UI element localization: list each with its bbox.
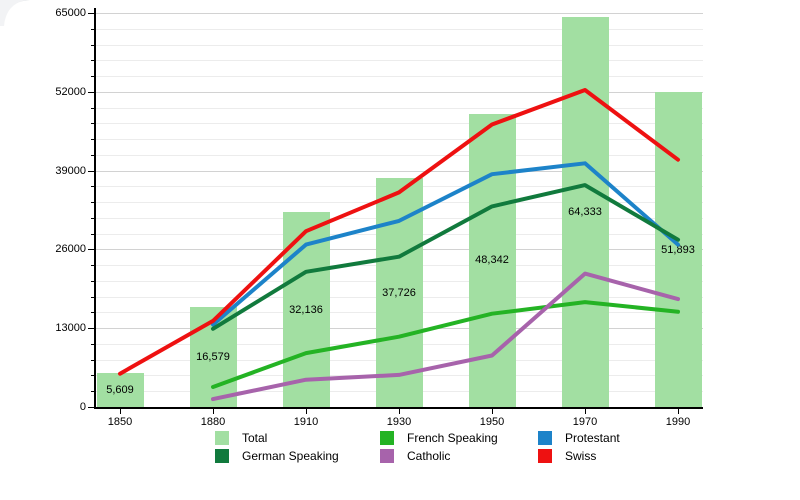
y-axis-tick-label: 39000 — [55, 164, 86, 177]
x-tick — [306, 409, 307, 414]
total-bar-1930 — [375, 178, 423, 407]
legend-label: Catholic — [407, 449, 451, 463]
legend-item-total: Total — [215, 431, 267, 445]
x-tick — [492, 409, 493, 414]
y-minor-tick — [91, 108, 94, 109]
y-axis-tick-label: 26000 — [55, 243, 86, 256]
legend-label: Swiss — [565, 449, 597, 463]
line-french-speaking — [211, 300, 680, 389]
bar-value-label: 48,342 — [475, 254, 509, 267]
y-major-tick — [88, 407, 94, 408]
major-gridline — [95, 13, 703, 14]
legend-label: French Speaking — [407, 431, 498, 445]
x-axis-line — [94, 407, 703, 409]
y-minor-tick — [91, 312, 94, 313]
minor-gridline — [95, 139, 703, 140]
y-axis-tick-label: 13000 — [55, 322, 86, 335]
legend-item-french-speaking: French Speaking — [380, 431, 498, 445]
y-minor-tick — [91, 360, 94, 361]
total-bar-1850 — [96, 373, 144, 407]
bar-value-label: 37,726 — [382, 286, 416, 299]
major-gridline — [95, 171, 703, 172]
y-minor-tick — [91, 45, 94, 46]
minor-gridline — [95, 108, 703, 109]
y-axis-tick-label: 52000 — [55, 85, 86, 98]
x-axis-tick-label: 1930 — [386, 416, 412, 428]
y-minor-tick — [91, 202, 94, 203]
legend-label: Total — [242, 431, 268, 445]
x-axis-tick-label: 1950 — [479, 416, 505, 428]
legend-item-catholic: Catholic — [380, 449, 450, 463]
legend-swatch-catholic — [380, 449, 394, 463]
y-minor-tick — [91, 186, 94, 187]
x-axis-tick-label: 1970 — [572, 416, 598, 428]
line-german-speaking — [211, 183, 680, 331]
y-major-tick — [88, 171, 94, 172]
y-minor-tick — [91, 391, 94, 392]
minor-gridline — [95, 60, 703, 61]
y-major-tick — [88, 13, 94, 14]
line-protestant — [211, 161, 680, 327]
y-minor-tick — [91, 155, 94, 156]
y-minor-tick — [91, 265, 94, 266]
x-tick — [399, 409, 400, 414]
bar-value-label: 5,609 — [106, 384, 134, 396]
minor-gridline — [95, 29, 703, 30]
y-major-tick — [88, 328, 94, 329]
minor-gridline — [95, 76, 703, 77]
legend-swatch-total — [215, 431, 229, 445]
x-tick — [585, 409, 586, 414]
y-minor-tick — [91, 139, 94, 140]
legend-label: Protestant — [565, 431, 620, 445]
y-minor-tick — [91, 344, 94, 345]
y-minor-tick — [91, 123, 94, 124]
x-tick — [213, 409, 214, 414]
legend-swatch-german-speaking — [215, 449, 229, 463]
line-swiss — [118, 88, 680, 376]
legend-label: German Speaking — [242, 449, 339, 463]
legend-swatch-swiss — [538, 449, 552, 463]
y-minor-tick — [91, 281, 94, 282]
y-minor-tick — [91, 297, 94, 298]
x-axis-tick-label: 1880 — [200, 416, 226, 428]
major-gridline — [95, 92, 703, 93]
y-axis-line — [94, 8, 96, 409]
x-axis-tick-label: 1850 — [107, 416, 133, 428]
minor-gridline — [95, 45, 703, 46]
minor-gridline — [95, 155, 703, 156]
y-minor-tick — [91, 234, 94, 235]
y-minor-tick — [91, 375, 94, 376]
y-minor-tick — [91, 218, 94, 219]
legend-item-german-speaking: German Speaking — [215, 449, 339, 463]
x-axis-tick-label: 1910 — [293, 416, 319, 428]
y-axis-tick-label: 65000 — [55, 7, 86, 19]
bar-value-label: 32,136 — [289, 303, 323, 316]
y-minor-tick — [91, 29, 94, 30]
total-bar-1990 — [654, 92, 702, 407]
x-axis-tick-label: 1990 — [665, 416, 691, 428]
legend-swatch-protestant — [538, 431, 552, 445]
legend-item-swiss: Swiss — [538, 449, 596, 463]
y-minor-tick — [91, 76, 94, 77]
y-major-tick — [88, 92, 94, 93]
line-catholic — [211, 271, 680, 402]
minor-gridline — [95, 123, 703, 124]
y-axis-tick-label: 0 — [79, 401, 86, 413]
legend-swatch-french-speaking — [380, 431, 394, 445]
x-tick — [678, 409, 679, 414]
plot-area: 5,609 16,579 32,136 37,726 48,342 64,333 51,89… — [95, 13, 703, 407]
bar-value-label: 64,333 — [568, 206, 602, 219]
data-lines — [118, 88, 680, 402]
window-corner-artifact — [0, 0, 30, 26]
total-bar-1970 — [561, 17, 609, 407]
legend-item-protestant: Protestant — [538, 431, 620, 445]
y-major-tick — [88, 249, 94, 250]
x-tick — [120, 409, 121, 414]
y-minor-tick — [91, 60, 94, 61]
bar-value-label: 16,579 — [196, 350, 230, 363]
bar-value-label: 51,893 — [661, 243, 695, 256]
